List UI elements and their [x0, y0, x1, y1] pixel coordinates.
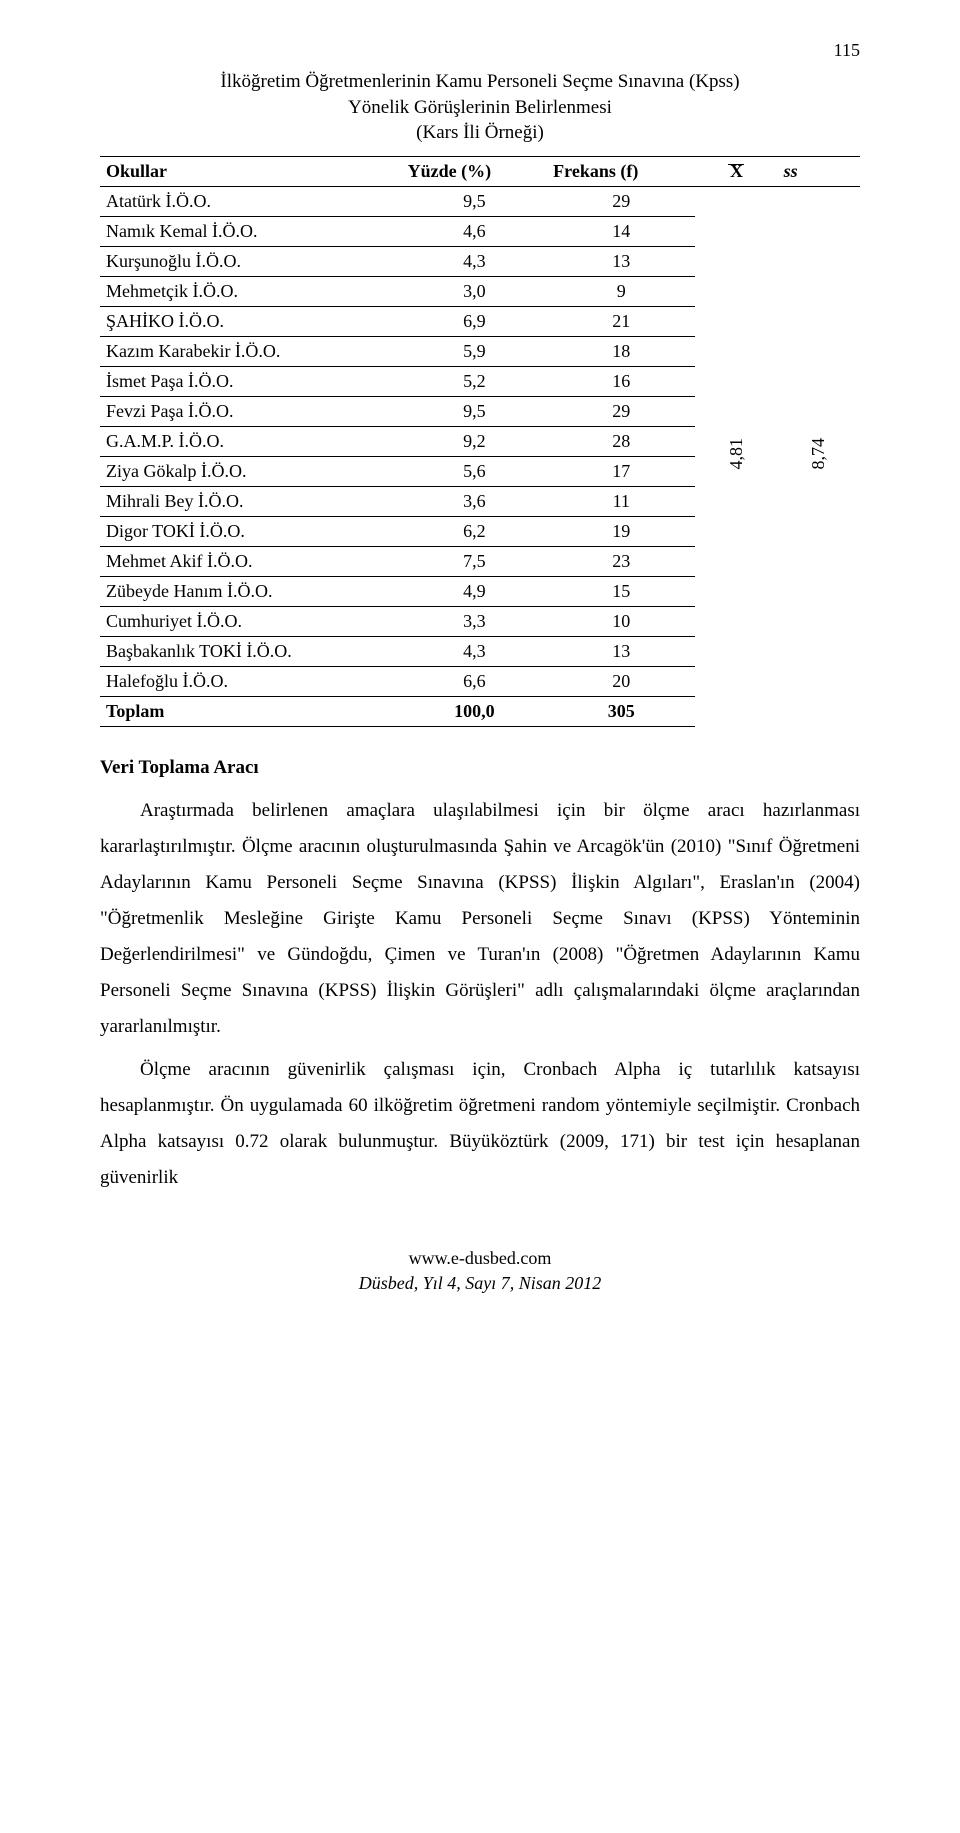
- cell-freq: 21: [547, 306, 695, 336]
- cell-percent: 9,5: [402, 186, 548, 216]
- cell-percent: 6,6: [402, 666, 548, 696]
- cell-freq: 15: [547, 576, 695, 606]
- cell-school-name: ŞAHİKO İ.Ö.O.: [100, 306, 402, 336]
- cell-school-name: Atatürk İ.Ö.O.: [100, 186, 402, 216]
- cell-school-name: Zübeyde Hanım İ.Ö.O.: [100, 576, 402, 606]
- cell-freq: 20: [547, 666, 695, 696]
- cell-school-name: İsmet Paşa İ.Ö.O.: [100, 366, 402, 396]
- cell-percent: 6,9: [402, 306, 548, 336]
- footer-journal: Düsbed, Yıl 4, Sayı 7, Nisan 2012: [100, 1271, 860, 1296]
- cell-school-name: G.A.M.P. İ.Ö.O.: [100, 426, 402, 456]
- col-header-percent: Yüzde (%): [402, 156, 548, 186]
- cell-freq: 11: [547, 486, 695, 516]
- cell-school-name: Halefoğlu İ.Ö.O.: [100, 666, 402, 696]
- title-line: İlköğretim Öğretmenlerinin Kamu Personel…: [220, 71, 739, 92]
- cell-freq: 23: [547, 546, 695, 576]
- col-header-freq: Frekans (f): [547, 156, 695, 186]
- cell-percent: 5,6: [402, 456, 548, 486]
- cell-sd: 8,74: [778, 186, 860, 726]
- cell-school-name: Mehmetçik İ.Ö.O.: [100, 276, 402, 306]
- cell-school-name: Cumhuriyet İ.Ö.O.: [100, 606, 402, 636]
- cell-school-name: Kazım Karabekir İ.Ö.O.: [100, 336, 402, 366]
- col-header-sd: ss: [778, 156, 860, 186]
- overline-icon: [728, 164, 744, 165]
- cell-percent: 7,5: [402, 546, 548, 576]
- schools-table: Okullar Yüzde (%) Frekans (f) X ss Atatü…: [100, 156, 860, 727]
- cell-freq: 13: [547, 246, 695, 276]
- cell-percent: 3,6: [402, 486, 548, 516]
- cell-school-name: Ziya Gökalp İ.Ö.O.: [100, 456, 402, 486]
- cell-school-name: Mihrali Bey İ.Ö.O.: [100, 486, 402, 516]
- table-header-row: Okullar Yüzde (%) Frekans (f) X ss: [100, 156, 860, 186]
- cell-school-name: Namık Kemal İ.Ö.O.: [100, 216, 402, 246]
- title-line: Yönelik Görüşlerinin Belirlenmesi: [348, 97, 612, 118]
- section-heading: Veri Toplama Aracı: [100, 757, 860, 779]
- col-header-mean: X: [695, 156, 777, 186]
- cell-freq: 28: [547, 426, 695, 456]
- cell-percent: 5,2: [402, 366, 548, 396]
- cell-percent: 6,2: [402, 516, 548, 546]
- body-text: Araştırmada belirlenen amaçlara ulaşılab…: [100, 793, 860, 1196]
- cell-freq: 16: [547, 366, 695, 396]
- cell-freq: 17: [547, 456, 695, 486]
- cell-percent: 9,2: [402, 426, 548, 456]
- cell-freq: 9: [547, 276, 695, 306]
- mean-value: 4,81: [726, 438, 747, 470]
- cell-freq: 10: [547, 606, 695, 636]
- cell-school-name: Digor TOKİ İ.Ö.O.: [100, 516, 402, 546]
- cell-freq: 18: [547, 336, 695, 366]
- page: 115 İlköğretim Öğretmenlerinin Kamu Pers…: [0, 0, 960, 1356]
- cell-total-label: Toplam: [100, 696, 402, 726]
- cell-percent: 4,3: [402, 246, 548, 276]
- cell-freq: 29: [547, 396, 695, 426]
- cell-freq: 19: [547, 516, 695, 546]
- cell-school-name: Mehmet Akif İ.Ö.O.: [100, 546, 402, 576]
- cell-percent: 4,6: [402, 216, 548, 246]
- cell-total-freq: 305: [547, 696, 695, 726]
- footer: www.e-dusbed.com Düsbed, Yıl 4, Sayı 7, …: [100, 1246, 860, 1296]
- cell-percent: 9,5: [402, 396, 548, 426]
- table-row: Atatürk İ.Ö.O.9,5294,818,74: [100, 186, 860, 216]
- col-header-schools: Okullar: [100, 156, 402, 186]
- cell-school-name: Kurşunoğlu İ.Ö.O.: [100, 246, 402, 276]
- sd-value: 8,74: [808, 438, 829, 470]
- cell-percent: 4,9: [402, 576, 548, 606]
- cell-freq: 29: [547, 186, 695, 216]
- page-number: 115: [100, 40, 860, 61]
- cell-school-name: Başbakanlık TOKİ İ.Ö.O.: [100, 636, 402, 666]
- doc-title: İlköğretim Öğretmenlerinin Kamu Personel…: [100, 69, 860, 146]
- cell-school-name: Fevzi Paşa İ.Ö.O.: [100, 396, 402, 426]
- cell-percent: 3,3: [402, 606, 548, 636]
- cell-total-percent: 100,0: [402, 696, 548, 726]
- cell-freq: 14: [547, 216, 695, 246]
- title-line: (Kars İli Örneği): [416, 122, 544, 143]
- cell-mean: 4,81: [695, 186, 777, 726]
- cell-freq: 13: [547, 636, 695, 666]
- cell-percent: 3,0: [402, 276, 548, 306]
- paragraph: Ölçme aracının güvenirlik çalışması için…: [100, 1052, 860, 1196]
- footer-site: www.e-dusbed.com: [100, 1246, 860, 1271]
- cell-percent: 4,3: [402, 636, 548, 666]
- paragraph: Araştırmada belirlenen amaçlara ulaşılab…: [100, 793, 860, 1046]
- cell-percent: 5,9: [402, 336, 548, 366]
